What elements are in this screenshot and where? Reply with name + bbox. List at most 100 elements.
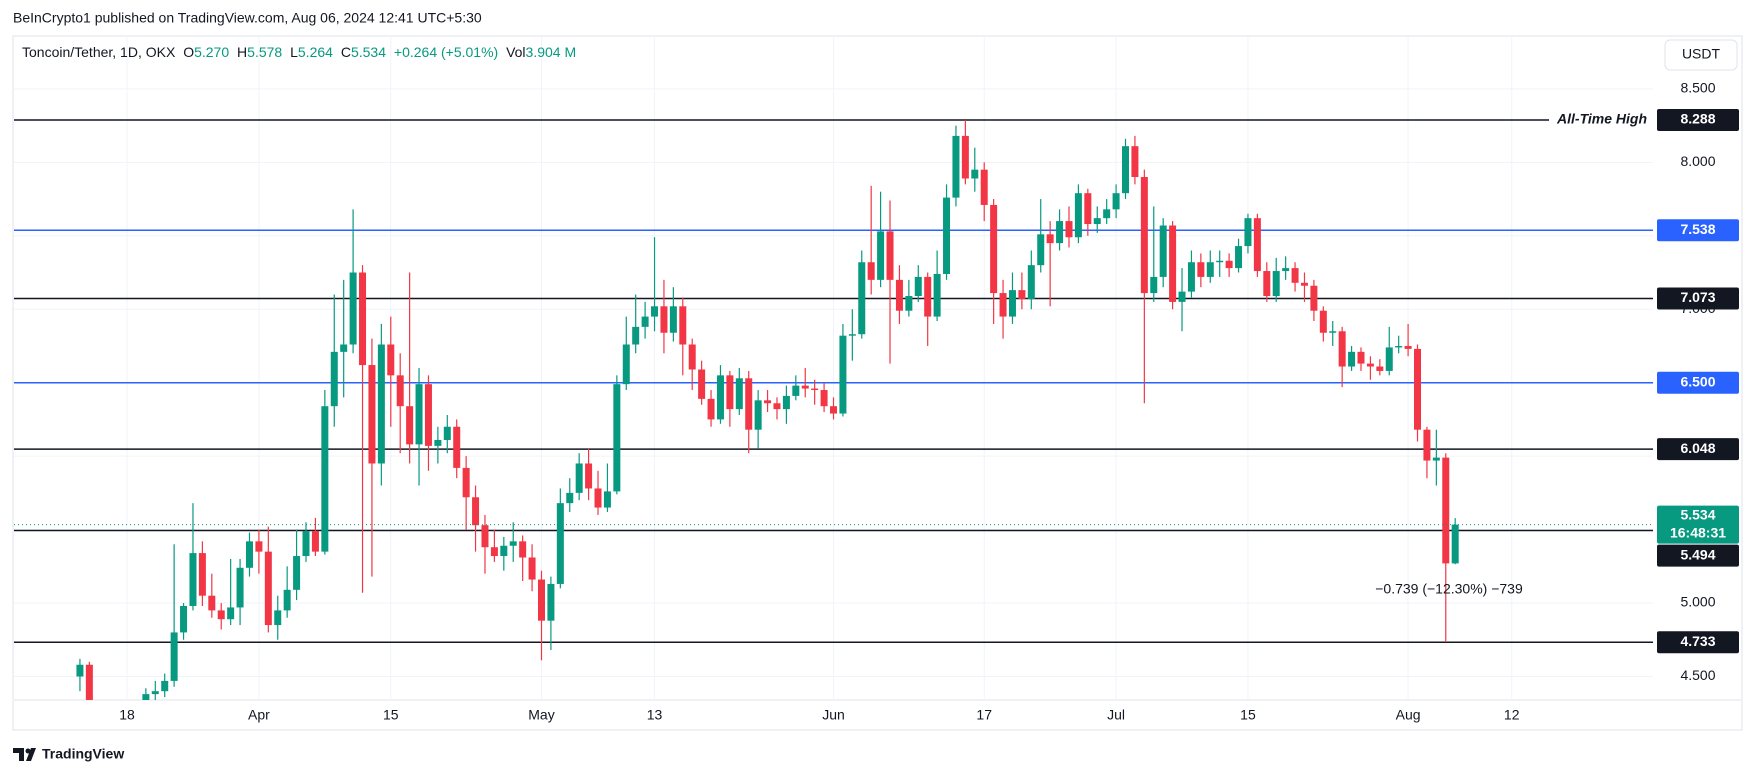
candle-body: [1046, 234, 1054, 244]
candle-body: [528, 557, 536, 580]
measure-label: −0.739 (−12.30%) −739: [1375, 581, 1523, 597]
candle-body: [1197, 262, 1205, 277]
candle-body: [1310, 285, 1318, 311]
candle-body: [1169, 225, 1177, 302]
candle-body: [547, 583, 555, 621]
candle-body: [490, 547, 498, 557]
candle-body: [1376, 366, 1384, 371]
candle-body: [952, 135, 960, 198]
plot-area: [14, 37, 1653, 734]
candle-body: [274, 610, 282, 626]
candle-body: [924, 276, 932, 317]
countdown-label: 16:48:31: [1670, 524, 1726, 540]
legend-value: 5.534: [351, 44, 386, 60]
candle-body: [1008, 290, 1016, 317]
candle-body: [1404, 345, 1412, 349]
candle-body: [764, 400, 772, 404]
candle-body: [95, 712, 102, 724]
candle-body: [1319, 310, 1327, 333]
candle-body: [1338, 331, 1346, 367]
candle-body: [754, 400, 762, 430]
candle-body: [1074, 193, 1082, 238]
candle-body: [1131, 146, 1139, 178]
candle-body: [264, 551, 272, 626]
candle-body: [1329, 331, 1337, 333]
candle-body: [820, 390, 828, 407]
currency-button[interactable]: USDT: [1664, 39, 1738, 71]
candle-body: [895, 279, 903, 311]
candle-body: [1056, 221, 1064, 244]
level-price-box: [1657, 109, 1739, 132]
candle-body: [726, 375, 734, 410]
candle-body: [867, 262, 875, 280]
candle-body: [782, 395, 790, 410]
candle-body: [142, 694, 150, 700]
candle-body: [877, 231, 885, 280]
y-tick-label: 5.000: [1680, 594, 1715, 610]
candle-body: [773, 403, 781, 410]
candle-body: [283, 589, 291, 611]
legend-value: 5.270: [194, 44, 229, 60]
candle-body: [1263, 271, 1271, 297]
candle-body: [1291, 268, 1299, 283]
last-price-box: [1657, 505, 1739, 544]
x-tick-label: 12: [1504, 707, 1520, 723]
candle-body: [443, 426, 451, 440]
candle-body: [811, 388, 819, 391]
x-tick-label: May: [528, 707, 554, 723]
legend-value: 3.904 M: [526, 44, 577, 60]
candle-body: [453, 426, 461, 468]
candle-body: [377, 344, 385, 464]
legend-key: O: [183, 44, 194, 60]
candle-body: [105, 718, 112, 724]
level-price-label: 8.288: [1680, 111, 1715, 127]
candle-body: [124, 724, 131, 728]
candle-body: [387, 344, 395, 376]
candle-body: [603, 491, 611, 508]
candle-body: [1140, 177, 1148, 294]
candle-body: [792, 385, 800, 396]
level-price-label: 7.538: [1680, 221, 1715, 237]
x-tick-label: 15: [1240, 707, 1256, 723]
candle-body: [556, 503, 564, 584]
x-tick-label: 18: [119, 707, 135, 723]
candle-body: [76, 664, 84, 677]
candle-body: [1122, 146, 1130, 194]
candle-body: [716, 375, 724, 420]
last-price-label: 5.534: [1680, 506, 1715, 522]
candle-body: [613, 384, 621, 492]
brand: TradingView: [13, 746, 124, 762]
candle-body: [227, 607, 235, 620]
candle-body: [1027, 265, 1035, 299]
candle-body: [1423, 429, 1431, 461]
candle-body: [1178, 291, 1186, 302]
button-label[interactable]: USDT: [1682, 46, 1721, 62]
candle-body: [971, 169, 979, 179]
x-tick-label: Apr: [248, 707, 270, 723]
candle-body: [1159, 225, 1167, 277]
candle-body: [509, 541, 517, 546]
legend-key: H: [237, 44, 247, 60]
candle-body: [1366, 363, 1374, 367]
level-price-box: [1657, 438, 1739, 461]
candle-body: [500, 545, 508, 557]
candle-body: [830, 406, 837, 414]
candle-body: [1357, 351, 1365, 364]
candle-body: [189, 553, 197, 606]
candle-body: [349, 272, 357, 345]
button-frame[interactable]: [1664, 39, 1738, 71]
candle-body: [368, 365, 376, 464]
candle-body: [1018, 290, 1026, 299]
candle-body: [745, 378, 753, 430]
x-tick-label: Aug: [1396, 707, 1421, 723]
candle-body: [622, 344, 630, 385]
level-price-box: [1657, 219, 1739, 242]
candle-body: [660, 306, 668, 333]
candle-body: [133, 724, 140, 734]
legend-symbol: Toncoin/Tether, 1D, OKX: [22, 44, 176, 60]
candle-body: [424, 384, 432, 446]
candle-body: [1093, 218, 1101, 225]
y-tick-label: 4.500: [1680, 667, 1715, 683]
